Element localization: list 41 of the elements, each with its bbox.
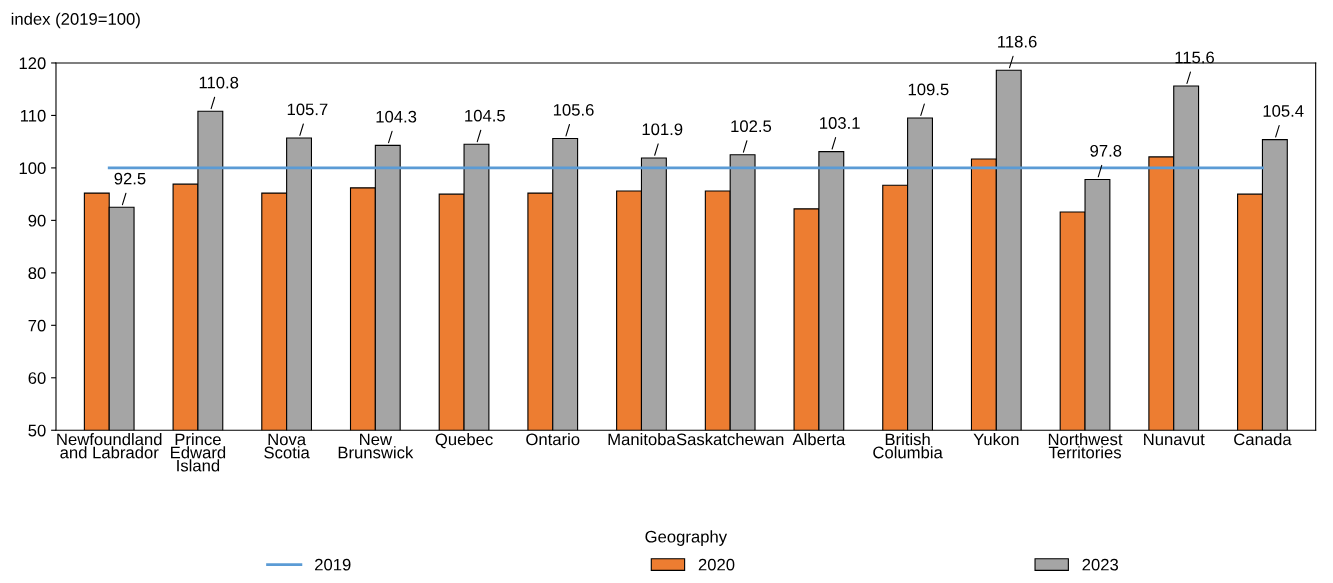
legend-label: 2023 [1082,558,1119,571]
x-tick-label: Northwest Territories [1048,433,1123,459]
data-label: 109.5 [908,83,949,96]
data-label: 92.5 [114,172,146,185]
x-tick-label: New Brunswick [338,433,414,459]
x-tick-label: Ontario [526,433,580,446]
y-tick-label: 90 [28,214,46,227]
y-tick-label: 50 [28,424,46,437]
data-label: 101.9 [642,123,683,136]
legend-label: 2020 [698,558,735,571]
y-tick-label: 100 [19,162,46,175]
x-tick-label: Quebec [435,433,493,449]
x-tick-label: Prince Edward Island [171,433,226,472]
data-label: 104.3 [376,110,417,123]
y-tick-label: 120 [19,57,46,70]
x-tick-label: British Columbia [873,433,943,459]
x-tick-label: Nunavut [1144,433,1205,446]
x-tick-label: Newfoundland and Labrador [57,433,162,459]
data-label: 118.6 [998,35,1037,48]
y-axis-title: index (2019=100) [11,12,140,29]
x-tick-label: Nova Scotia [264,433,310,459]
data-label: 103.1 [820,117,860,129]
data-label: 104.5 [465,109,505,122]
data-label: 115.6 [1175,51,1214,64]
data-label: 97.8 [1090,144,1122,157]
data-label: 110.8 [199,76,239,89]
x-axis-title: Geography [645,530,728,546]
y-tick-label: 110 [20,109,46,122]
x-tick-label: Manitoba [608,433,676,446]
x-tick-label: Alberta [792,433,846,446]
data-label: 102.5 [731,120,772,133]
y-tick-label: 70 [28,319,46,332]
data-label: 105.6 [553,103,594,116]
y-tick-label: 60 [28,372,46,384]
x-tick-label: Saskatchewan [676,433,784,446]
x-tick-label: Canada [1234,433,1292,446]
legend-label: 2019 [315,558,351,571]
x-tick-label: Yukon [973,433,1019,446]
data-label: 105.4 [1263,105,1304,117]
y-tick-label: 80 [28,267,46,280]
data-label: 105.7 [287,103,328,116]
